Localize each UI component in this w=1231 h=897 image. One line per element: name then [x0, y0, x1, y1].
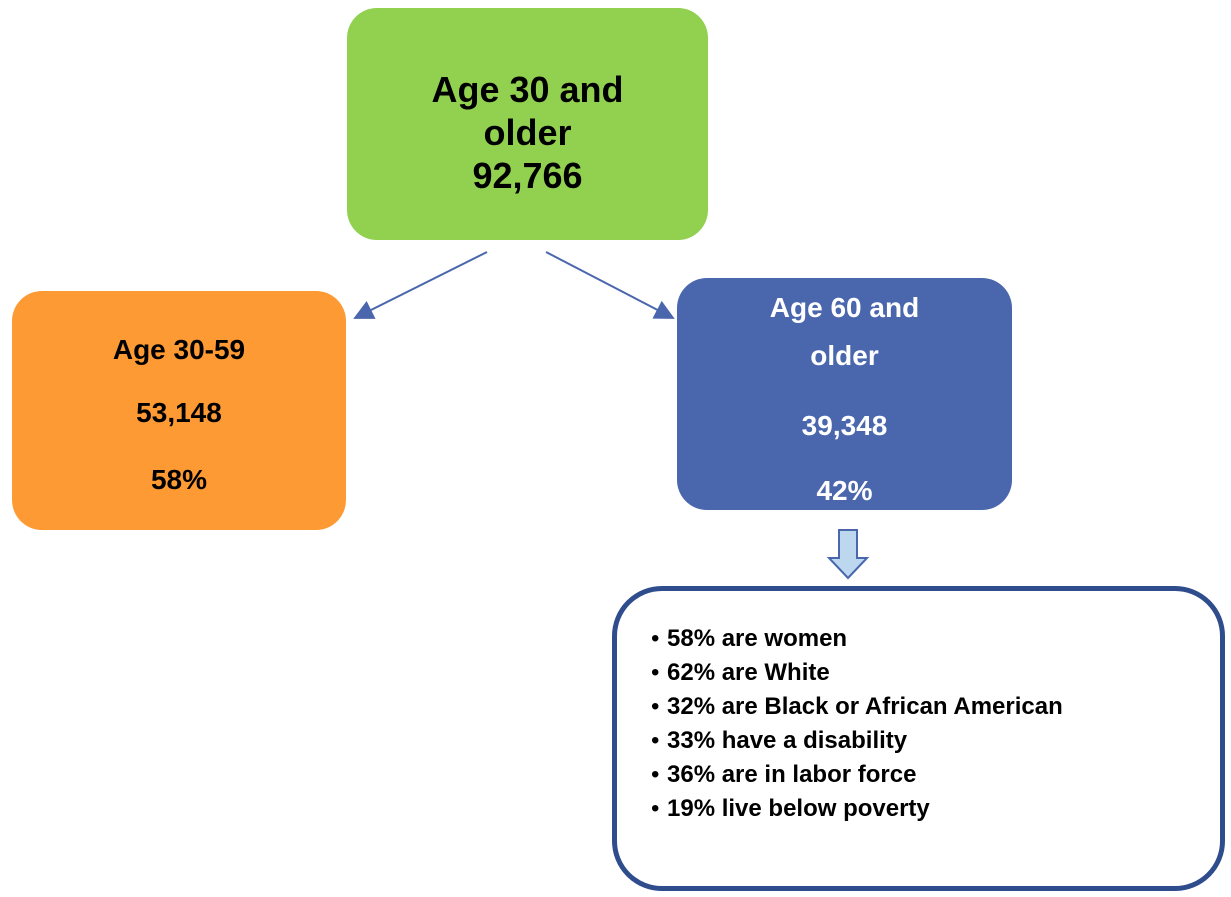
detail-item: • 62% are White	[651, 659, 830, 686]
detail-text: 32% are Black or African American	[667, 693, 1063, 720]
arrow	[353, 251, 488, 319]
detail-item: • 19% live below poverty	[651, 795, 930, 822]
node-label: older	[483, 112, 572, 153]
bullet: •	[651, 659, 660, 686]
node-label: Age 30-59	[112, 334, 246, 365]
detail-text: 58% are women	[667, 625, 848, 652]
node-count: 39,348	[801, 410, 888, 441]
bullet: •	[651, 693, 660, 720]
bullet: •	[651, 727, 660, 754]
node-share: 58%	[150, 464, 208, 495]
node-total: Age 30 and older 92,766	[347, 8, 708, 240]
bullet: •	[651, 625, 660, 652]
node-count: 53,148	[136, 397, 222, 428]
node-share: 42%	[816, 475, 873, 506]
bullet: •	[651, 795, 660, 822]
details-box: • 58% are women • 62% are White • 32% are Bla…	[612, 586, 1225, 891]
bullet: •	[651, 761, 660, 788]
node-label: older	[810, 340, 879, 371]
detail-item: • 36% are in labor force	[651, 761, 917, 788]
detail-text: 19% live below poverty	[667, 795, 930, 822]
detail-text: 62% are White	[667, 659, 830, 686]
node-count: 92,766	[472, 155, 583, 196]
node-60-plus: Age 60 and older 39,348 42%	[677, 278, 1012, 510]
node-label: Age 30 and	[431, 69, 624, 110]
node-30-59: Age 30-59 53,148 58%	[12, 291, 346, 530]
down-arrow	[826, 529, 870, 580]
detail-item: • 58% are women	[651, 625, 848, 652]
detail-text: 36% are in labor force	[667, 761, 917, 788]
arrow	[545, 251, 675, 319]
node-label: Age 60 and	[769, 292, 920, 323]
detail-text: 33% have a disability	[667, 727, 908, 754]
detail-item: • 32% are Black or African American	[651, 693, 1063, 720]
detail-item: • 33% have a disability	[651, 727, 908, 754]
